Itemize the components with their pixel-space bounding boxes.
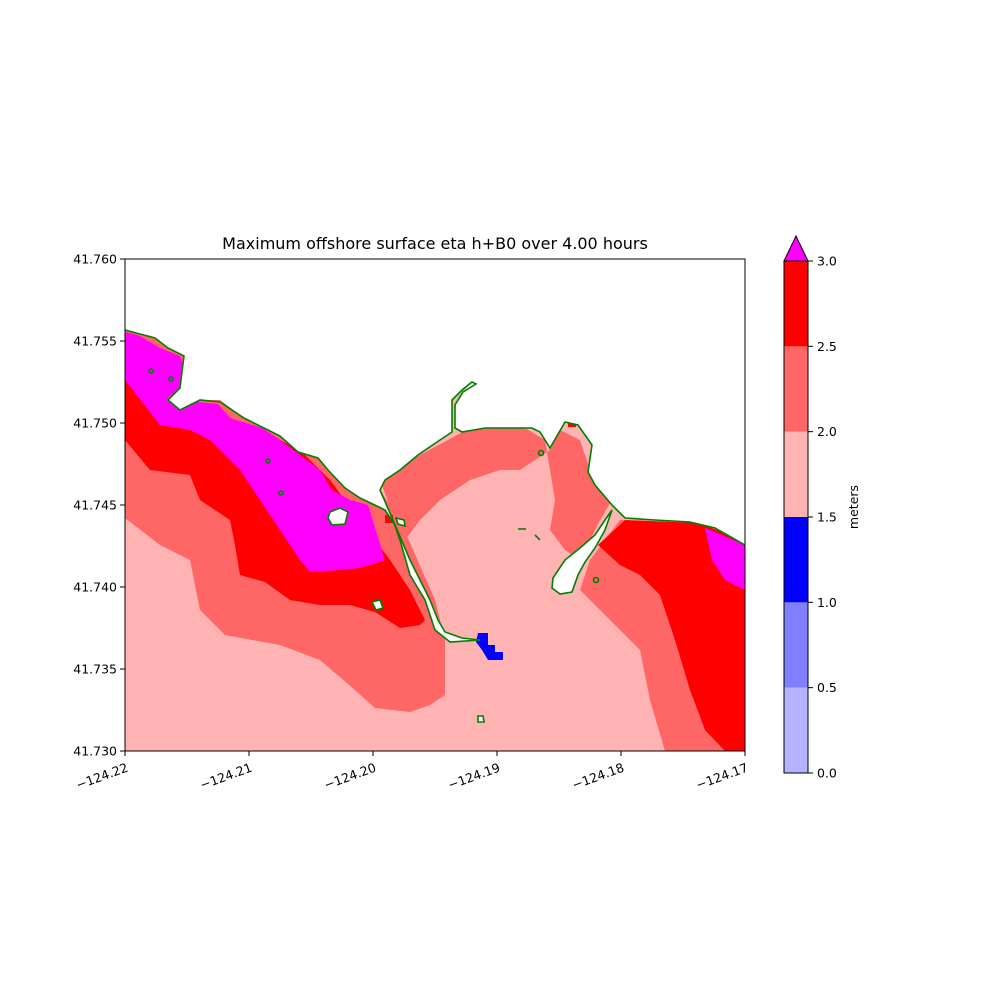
map-title: Maximum offshore surface eta h+B0 over 4… xyxy=(222,234,648,253)
shoreline-dot-4 xyxy=(278,490,284,496)
x-axis: −124.22 −124.21 −124.20 −124.19 −124.18 −124.… xyxy=(74,751,750,792)
y-axis: 41.730 41.735 41.740 41.745 41.750 41.755 41.7… xyxy=(73,252,125,759)
shoreline-spit xyxy=(379,381,613,643)
shoreline-dot-1 xyxy=(148,368,154,374)
shoreline-dash-2 xyxy=(534,534,541,541)
colorbar-tick-label: 1.5 xyxy=(817,510,837,525)
shoreline-dot-5 xyxy=(537,449,545,457)
land-north xyxy=(125,259,745,642)
band-above-3p0-east xyxy=(705,528,745,590)
colorbar-tick-label: 1.0 xyxy=(817,595,837,610)
y-tick-label: 41.750 xyxy=(73,416,117,431)
colorbar-tick-label: 0.5 xyxy=(817,680,837,695)
x-tick-label: −124.21 xyxy=(198,760,254,793)
x-tick-label: −124.17 xyxy=(694,760,750,793)
shoreline-rock-3 xyxy=(394,516,406,528)
band-above-3p0-west xyxy=(125,332,385,572)
band-2p0-2p5-harbor xyxy=(380,425,612,560)
colorbar-swatch xyxy=(784,431,808,517)
colorbar-tick-label: 2.5 xyxy=(817,339,837,354)
x-tick-label: −124.20 xyxy=(322,760,378,793)
shoreline-rock-1 xyxy=(327,507,349,526)
shoreline-east xyxy=(611,504,745,546)
shoreline-west xyxy=(125,329,481,641)
shoreline-dot-6 xyxy=(592,576,600,584)
x-tick-label: −124.19 xyxy=(446,760,502,793)
colorbar-swatch xyxy=(784,687,808,773)
y-tick-label: 41.755 xyxy=(73,334,117,349)
y-tick-label: 41.745 xyxy=(73,498,117,513)
colorbar-extend-triangle xyxy=(783,234,809,262)
colorbar-tick-label: 2.0 xyxy=(817,424,837,439)
colorbar: 0.0 0.5 1.0 1.5 2.0 2.5 3.0 meters xyxy=(783,234,861,781)
harbor-island xyxy=(552,510,612,594)
colorbar-tick-label: 3.0 xyxy=(817,254,837,269)
colorbar-label: meters xyxy=(846,485,861,529)
x-tick-label: −124.22 xyxy=(74,760,130,793)
band-2p5-3p0-east xyxy=(598,520,745,751)
colorbar-swatch xyxy=(784,346,808,432)
y-tick-label: 41.740 xyxy=(73,580,117,595)
band-1p0-1p5 xyxy=(476,633,503,660)
y-tick-label: 41.760 xyxy=(73,252,117,267)
y-tick-label: 41.735 xyxy=(73,662,117,677)
surface-eta-field xyxy=(125,259,745,751)
shoreline-dot-2 xyxy=(168,376,174,382)
shoreline-contour xyxy=(125,329,745,723)
shoreline-dot-3 xyxy=(265,458,271,464)
colorbar-swatch xyxy=(784,261,808,347)
band-2p5-3p0-spot xyxy=(385,515,393,523)
x-tick-label: −124.18 xyxy=(570,760,626,793)
colorbar-swatch xyxy=(784,602,808,688)
shoreline-rock-2 xyxy=(370,599,385,611)
rock-1 xyxy=(328,508,348,525)
colorbar-tick-label: 0.0 xyxy=(817,766,837,781)
shoreline-rock-4 xyxy=(477,715,485,723)
y-tick-label: 41.730 xyxy=(73,744,117,759)
colorbar-swatch xyxy=(784,517,808,603)
shoreline-island xyxy=(551,509,613,595)
